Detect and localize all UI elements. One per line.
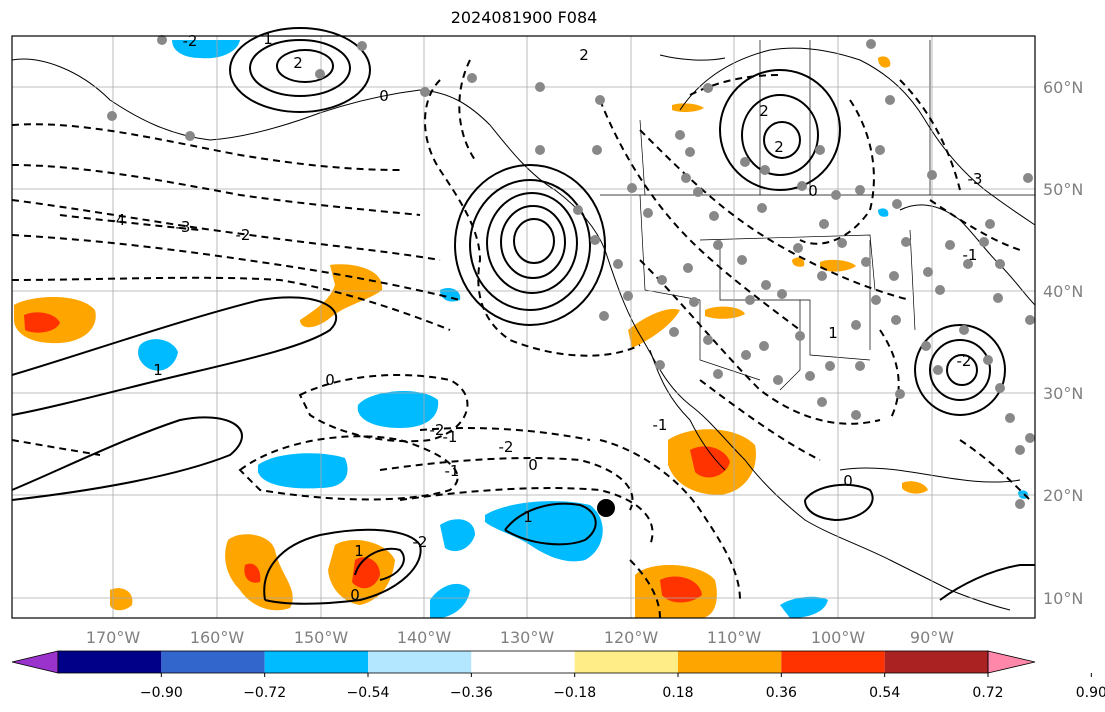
contour-label: -4 — [111, 211, 126, 229]
colorbar-tick-label: 0.72 — [972, 685, 1003, 701]
colorbar-tick-label: −0.54 — [347, 685, 390, 701]
contour-label: -2 — [183, 32, 198, 50]
storm-marker — [597, 499, 615, 517]
lon-tick-label: 110°W — [707, 628, 762, 647]
station-dots — [107, 35, 1035, 509]
contour-label: -2 — [430, 421, 445, 439]
contour-label: 1 — [354, 542, 364, 560]
contour-label: 0 — [843, 472, 853, 490]
colorbar-outline — [57, 650, 989, 674]
colorbar-tick-label: −0.36 — [450, 685, 493, 701]
contour-label: 2 — [293, 54, 303, 72]
lon-tick-label: 150°W — [294, 628, 349, 647]
contour-label: 1 — [153, 361, 163, 379]
colorbar-tick-label: 0.90 — [1076, 685, 1105, 701]
colorbar — [11, 650, 1036, 674]
contour-label: 0 — [808, 182, 818, 200]
longitude-tick-labels: 170°W 160°W 150°W 140°W 130°W 120°W 110°W 100°W… — [86, 628, 954, 647]
shaded-regions — [14, 40, 1029, 618]
contour-label: -2 — [413, 533, 428, 551]
lat-tick-label: 10°N — [1043, 589, 1083, 608]
colorbar-tick-label: 0.18 — [662, 685, 693, 701]
colorbar-segment — [678, 651, 782, 673]
colorbar-tick-label: −0.72 — [243, 685, 286, 701]
contour-label: 1 — [263, 30, 273, 48]
colorbar-tick-label: −0.18 — [553, 685, 596, 701]
contour-label: 2 — [759, 102, 769, 120]
contour-label: 2 — [579, 46, 589, 64]
lon-tick-label: 90°W — [910, 628, 954, 647]
colorbar-segment — [574, 651, 678, 673]
map-title: 2024081900 F084 — [450, 8, 598, 27]
lon-tick-label: 120°W — [604, 628, 659, 647]
colorbar-segment — [884, 651, 988, 673]
coastlines — [11, 47, 1036, 611]
contour-label: -1 — [445, 462, 460, 480]
colorbar-segment — [471, 651, 575, 673]
colorbar-tick-labels: −0.90 −0.72 −0.54 −0.36 −0.18 0.18 0.36 0.54 0.7… — [140, 673, 1105, 701]
colorbar-tick-label: 0.54 — [869, 685, 900, 701]
colorbar-segment — [781, 651, 885, 673]
contour-label: -1 — [963, 246, 978, 264]
contour-label: -2 — [957, 352, 972, 370]
contour-label: -2 — [499, 438, 514, 456]
colorbar-tick-label: 0.36 — [766, 685, 797, 701]
colorbar-low-extend — [11, 650, 59, 674]
lon-tick-label: 170°W — [86, 628, 141, 647]
lat-tick-label: 40°N — [1043, 282, 1083, 301]
lon-tick-label: 160°W — [190, 628, 245, 647]
contour-label: -3 — [968, 170, 983, 188]
colorbar-segment — [368, 651, 472, 673]
contour-label: -1 — [653, 416, 668, 434]
lat-tick-label: 20°N — [1043, 486, 1083, 505]
gridlines — [12, 36, 1035, 618]
colorbar-segment — [264, 651, 368, 673]
lat-tick-label: 50°N — [1043, 180, 1083, 199]
contour-labels: 2-2 10-3-4-20-1-22-2-1 01-210-12201-3-1-20… — [111, 30, 983, 604]
latitude-tick-labels: 60°N 50°N 40°N 30°N 20°N 10°N — [1043, 78, 1083, 608]
contour-label: -1 — [443, 428, 458, 446]
lon-tick-label: 140°W — [397, 628, 452, 647]
contour-label: 1 — [523, 508, 533, 526]
lon-tick-label: 130°W — [500, 628, 555, 647]
contour-label: 0 — [528, 456, 538, 474]
contour-label: 1 — [828, 324, 838, 342]
lon-tick-label: 100°W — [811, 628, 866, 647]
colorbar-segment — [58, 651, 162, 673]
contour-label: 0 — [350, 586, 360, 604]
contour-label: -3 — [176, 218, 191, 236]
contours-positive — [11, 27, 1035, 605]
lat-tick-label: 60°N — [1043, 78, 1083, 97]
colorbar-segment — [161, 651, 265, 673]
colorbar-tick-label: −0.90 — [140, 685, 183, 701]
contour-label: 0 — [325, 371, 335, 389]
contour-label: -2 — [236, 226, 251, 244]
contours-negative — [11, 59, 1031, 619]
contour-label: 2 — [774, 138, 784, 156]
colorbar-high-extend — [987, 650, 1036, 674]
contour-label: 0 — [379, 87, 389, 105]
lat-tick-label: 30°N — [1043, 384, 1083, 403]
map-frame — [11, 35, 1036, 619]
